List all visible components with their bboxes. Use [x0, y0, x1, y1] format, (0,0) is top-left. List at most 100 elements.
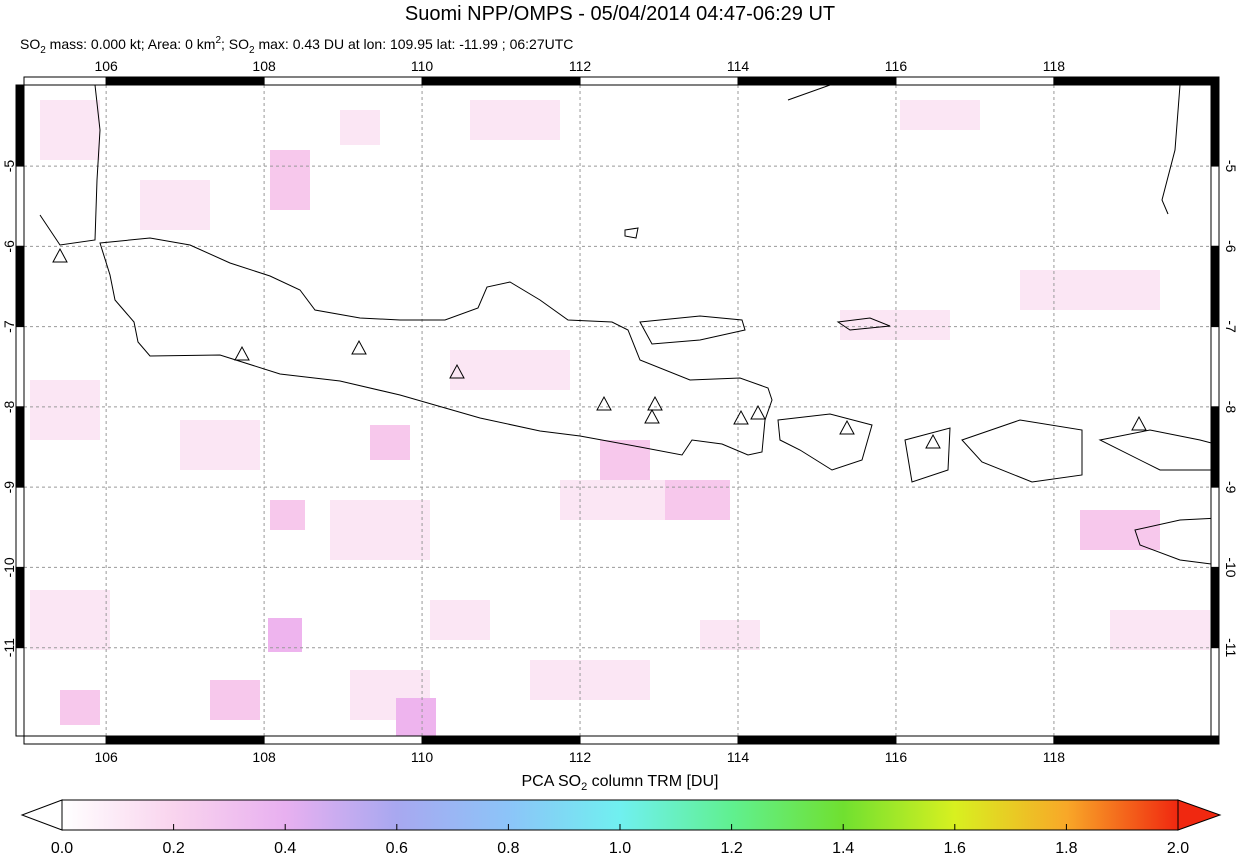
x-tick-label: 112 — [569, 58, 592, 74]
y-tick-label: -6 — [1223, 240, 1239, 253]
subtitle-part: 2 — [249, 45, 255, 56]
y-tick-label: -9 — [1, 481, 17, 494]
frame-segment — [1210, 647, 1220, 737]
frame-segment — [1053, 76, 1220, 86]
y-tick-label: -7 — [1, 320, 17, 333]
colorbar-tick-label: 0.6 — [386, 840, 408, 855]
colorbar-label-part: 2 — [581, 781, 587, 793]
y-tick-label: -8 — [1223, 401, 1239, 414]
frame-segment — [1210, 84, 1220, 167]
volcano — [449, 363, 465, 379]
frame-segment — [1210, 406, 1220, 488]
frame-segment — [1210, 245, 1220, 328]
frame-segment — [1210, 326, 1220, 408]
frame-segment — [15, 245, 25, 328]
frame-segment — [15, 326, 25, 408]
coastline — [99, 237, 773, 456]
colorbar-tick-label: 1.6 — [944, 840, 966, 855]
pixel-group — [268, 618, 436, 736]
map-frame — [15, 76, 1220, 745]
frame-segment — [15, 566, 25, 649]
subtitle-part: mass: 0.000 kt; Area: 0 km — [46, 36, 216, 52]
volcano — [1131, 415, 1147, 431]
colorbar-label: PCA SO2 column TRM [DU] — [522, 773, 719, 793]
frame-segment — [105, 76, 265, 86]
frame-segment — [105, 735, 265, 745]
colorbar-label-part: PCA SO — [522, 773, 582, 790]
y-tick-label: -7 — [1223, 320, 1239, 333]
x-tick-label: 110 — [411, 58, 434, 74]
coastline — [1098, 429, 1219, 471]
frame-segment — [23, 735, 107, 745]
frame-segment — [263, 735, 423, 745]
frame-segment — [1053, 735, 1220, 745]
colorbar-tick-label: 1.2 — [720, 840, 742, 855]
x-tick-label: 106 — [94, 58, 118, 74]
frame-segment — [895, 76, 1055, 86]
x-tick-label: 108 — [252, 58, 276, 74]
map-border — [23, 84, 1212, 737]
colorbar-under — [20, 799, 63, 831]
y-tick-label: -10 — [1223, 557, 1239, 577]
volcano — [644, 408, 660, 424]
x-tick-label: 114 — [727, 58, 750, 74]
volcano — [596, 395, 612, 411]
colorbar-tick-label: 2.0 — [1167, 840, 1189, 855]
map-background — [24, 85, 1219, 736]
colorbar: PCA SO2 column TRM [DU] 0.0 0.2 0.4 0.6 0.8 1… — [20, 773, 1222, 857]
volcano — [52, 247, 68, 263]
frame-segment — [421, 735, 581, 745]
subtitle-part: max: 0.43 DU at lon: 109.95 lat: -11.99 … — [255, 36, 574, 52]
colorbar-tick-label: 1.4 — [832, 840, 854, 855]
x-tick-label: 112 — [569, 749, 592, 765]
graticule — [24, 85, 1219, 736]
coastline — [639, 315, 746, 345]
x-tick-label: 108 — [252, 749, 276, 765]
volcano — [839, 419, 855, 435]
volcano — [733, 409, 749, 425]
colorbar-over — [1177, 799, 1222, 831]
colorbar-tick-label: 0.8 — [497, 840, 519, 855]
subtitle-part: SO — [20, 36, 40, 52]
colorbar-label-part: column TRM [DU] — [587, 773, 718, 790]
y-tick-label: -11 — [1223, 638, 1239, 657]
y-tick-label: -8 — [1, 400, 17, 413]
colorbar-tick-label: 0.4 — [274, 840, 296, 855]
volcano — [750, 404, 766, 420]
coastline — [961, 419, 1083, 483]
coastline — [787, 85, 1181, 215]
y-tick-label: -10 — [1, 557, 17, 577]
x-tick-label: 110 — [411, 749, 434, 765]
subtitle-part: ; SO — [221, 36, 249, 52]
frame-segment — [15, 406, 25, 488]
coastline — [1134, 517, 1219, 566]
volcanoes — [52, 247, 1147, 449]
x-tick-label: 118 — [1043, 58, 1066, 74]
coastline — [904, 427, 951, 483]
y-tick-label: -9 — [1223, 481, 1239, 494]
frame-segment — [263, 76, 423, 86]
frame-segment — [579, 76, 739, 86]
colorbar-tick-label: 0.2 — [162, 840, 184, 855]
frame-segment — [15, 486, 25, 568]
x-tick-label: 116 — [885, 749, 908, 765]
frame-segment — [737, 735, 897, 745]
frame-segment — [579, 735, 739, 745]
coastline — [624, 227, 891, 331]
frame-segment — [15, 647, 25, 737]
coastlines — [39, 85, 1219, 566]
y-tick-label: -5 — [1, 160, 17, 173]
colorbar-tick-label: 1.8 — [1055, 840, 1077, 855]
subtitle-part: 2 — [215, 35, 221, 46]
x-tick-label: 114 — [727, 749, 750, 765]
y-tick-label: -5 — [1223, 160, 1239, 173]
coastline — [777, 413, 873, 471]
volcano — [647, 395, 663, 411]
subtitle: SO2 mass: 0.000 kt; Area: 0 km2; SO2 max… — [20, 35, 573, 56]
frame-segment — [15, 165, 25, 247]
volcano — [925, 433, 941, 449]
pixel-group — [30, 100, 1210, 720]
volcano — [351, 339, 367, 355]
volcano — [234, 345, 250, 361]
